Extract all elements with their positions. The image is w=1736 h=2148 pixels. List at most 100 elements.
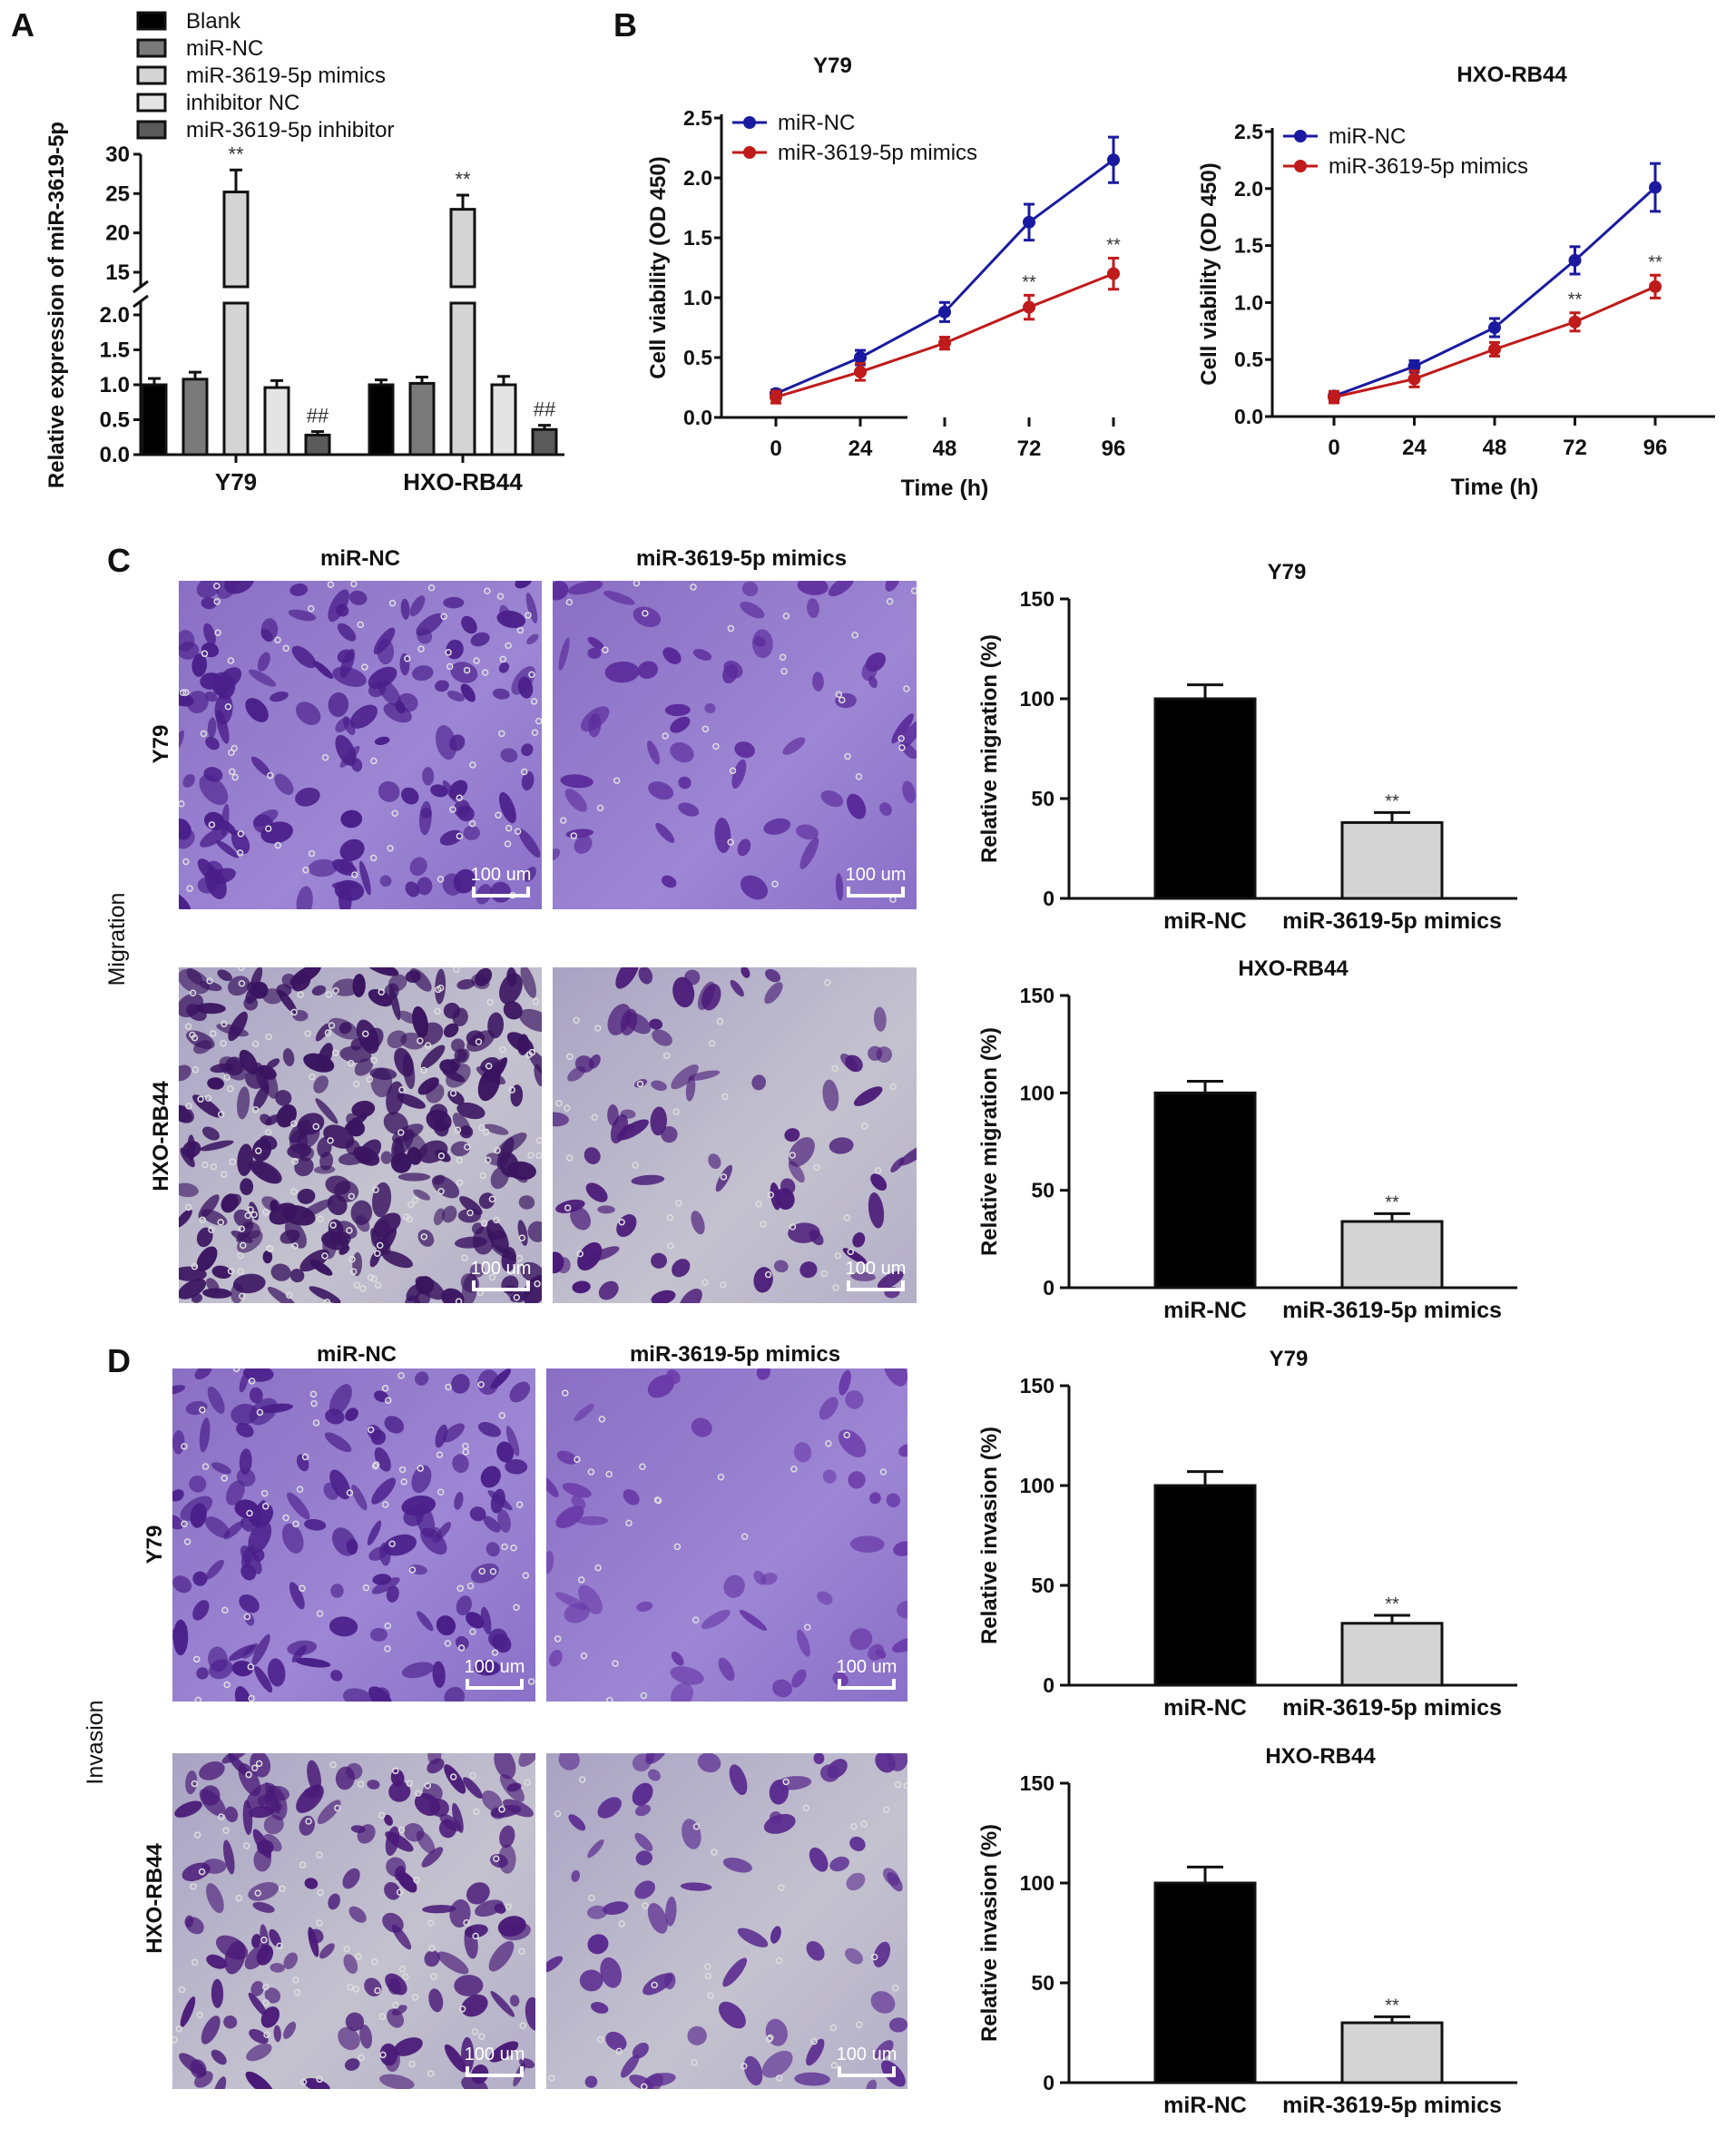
- legend-entry: Blank: [186, 9, 241, 34]
- panel-label-B: B: [613, 6, 637, 44]
- column-header: miR-3619-5p mimics: [636, 546, 847, 571]
- row-label: Y79: [149, 725, 173, 764]
- y-axis-label: Relative invasion (%): [977, 1427, 1002, 1644]
- y-axis-label: Relative invasion (%): [977, 1824, 1002, 2042]
- y-tick-label: 2.0: [683, 166, 712, 190]
- scale-bar-label: 100 um: [846, 1259, 907, 1279]
- legend-entry: miR-3619-5p mimics: [778, 141, 977, 165]
- panel-label-D: D: [107, 1342, 131, 1379]
- legend-entry: miR-NC: [186, 36, 263, 61]
- scale-bar: [838, 1679, 896, 1690]
- bar: [1153, 1484, 1257, 1687]
- x-tick-label: 24: [1402, 436, 1427, 460]
- micrograph-migration-y79-mimics: 100 um: [553, 581, 917, 909]
- data-point: [854, 365, 867, 378]
- y-tick-label: 150: [1020, 1771, 1054, 1795]
- y-axis-label: Relative migration (%): [977, 634, 1002, 863]
- significance-mark: **: [1385, 791, 1399, 811]
- y-tick-label: 20: [105, 221, 130, 246]
- scale-bar-label: 100 um: [471, 865, 532, 885]
- x-tick-label: 96: [1102, 436, 1126, 461]
- y-tick-label: 1.0: [1234, 290, 1263, 314]
- significance-mark: **: [1568, 290, 1583, 310]
- micrograph-migration-hxo-mimics: 100 um: [553, 967, 917, 1303]
- y-tick-label: 150: [1020, 587, 1054, 611]
- axis-break-mark: [132, 280, 149, 294]
- x-tick-label: 72: [1563, 436, 1587, 460]
- legend-marker: [1294, 160, 1307, 172]
- y-tick-label: 0.0: [1234, 405, 1263, 428]
- section-label: Invasion: [83, 1700, 108, 1784]
- y-tick-label: 100: [1020, 1081, 1054, 1104]
- category-label: miR-3619-5p mimics: [1282, 1695, 1502, 1721]
- y-tick-label: 1.0: [683, 286, 712, 309]
- scale-bar: [472, 887, 530, 897]
- data-point: [1488, 342, 1501, 356]
- axis-break-mark: [132, 294, 149, 309]
- data-point: [1407, 372, 1421, 386]
- legend-swatch: [136, 93, 167, 113]
- y-tick-label: 15: [105, 260, 130, 285]
- y-tick-label: 0: [1043, 1673, 1054, 1697]
- column-header: miR-3619-5p mimics: [630, 1342, 840, 1367]
- bar: [1340, 1220, 1444, 1290]
- x-tick-label: 48: [1483, 436, 1507, 460]
- micrograph-migration-y79-mirnc: 100 um: [179, 581, 542, 909]
- data-point: [1488, 321, 1501, 335]
- micrograph-invasion-y79-mimics: 100 um: [546, 1368, 907, 1702]
- row-label: HXO-RB44: [149, 1081, 173, 1192]
- y-tick-label: 0.5: [100, 408, 130, 433]
- micrograph-migration-hxo-mirnc: 100 um: [179, 967, 542, 1303]
- row-label: HXO-RB44: [142, 1843, 167, 1954]
- y-axis-label: Cell viability (OD 450): [1197, 162, 1221, 385]
- data-point: [1107, 267, 1120, 280]
- scale-bar: [847, 1280, 905, 1291]
- scale-bar: [472, 1280, 530, 1291]
- category-label: miR-3619-5p mimics: [1282, 908, 1502, 934]
- legend-entry: inhibitor NC: [186, 91, 299, 115]
- category-label: miR-3619-5p mimics: [1282, 2093, 1502, 2118]
- data-point: [938, 337, 951, 350]
- y-tick-label: 0.0: [683, 406, 712, 429]
- y-axis-label: Relative expression of miR-3619-5p: [44, 122, 69, 488]
- data-point: [1023, 300, 1035, 314]
- micrograph-invasion-hxo-mimics: 100 um: [546, 1753, 907, 2089]
- data-point: [1568, 253, 1582, 267]
- scale-bar-label: 100 um: [471, 1259, 532, 1279]
- y-tick-label: 1.5: [1234, 234, 1263, 258]
- data-point: [1107, 153, 1120, 167]
- data-point: [1023, 215, 1035, 229]
- bar: [222, 191, 250, 289]
- significance-mark: ##: [307, 405, 329, 427]
- y-axis-label: Relative migration (%): [977, 1027, 1002, 1256]
- x-tick-label: 0: [770, 436, 781, 461]
- data-point: [854, 351, 867, 364]
- bar: [1153, 1091, 1257, 1290]
- series-line: [775, 272, 1114, 398]
- scale-bar-label: 100 um: [465, 2045, 525, 2065]
- bar: [1153, 697, 1257, 900]
- bar: [531, 427, 558, 456]
- bar: [1340, 1622, 1444, 1687]
- scale-bar: [466, 2066, 524, 2077]
- panel-label-C: C: [107, 542, 131, 579]
- y-tick-label: 100: [1020, 1871, 1054, 1895]
- column-header: miR-NC: [320, 546, 400, 571]
- bar: [449, 208, 476, 289]
- bar: [222, 301, 250, 456]
- chart-title: Y79: [1268, 560, 1307, 584]
- y-tick-label: 0: [1043, 2071, 1054, 2094]
- data-point: [1407, 359, 1421, 373]
- significance-mark: **: [228, 142, 244, 165]
- y-tick-label: 1.0: [100, 373, 130, 397]
- data-point: [770, 390, 782, 404]
- y-tick-label: 0: [1043, 887, 1054, 910]
- x-tick-label: 24: [848, 436, 873, 461]
- scale-bar: [838, 2066, 896, 2077]
- chart-title: HXO-RB44: [1238, 956, 1349, 981]
- row-label: Y79: [142, 1525, 167, 1564]
- data-point: [1328, 390, 1340, 404]
- x-tick-label: 72: [1017, 436, 1042, 461]
- y-tick-label: 0.0: [100, 443, 130, 467]
